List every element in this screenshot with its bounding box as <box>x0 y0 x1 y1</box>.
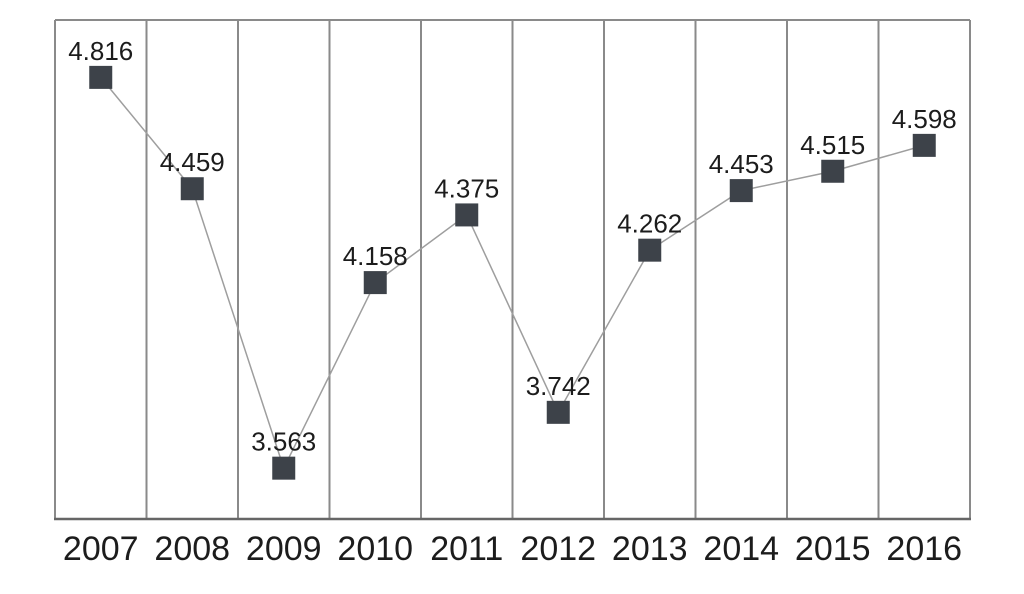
data-point-marker-2007 <box>89 65 113 89</box>
data-point-label-2011: 4.375 <box>434 173 499 203</box>
data-point-marker-2008 <box>180 177 204 201</box>
x-axis-tick-label-2008: 2008 <box>154 530 230 568</box>
data-point-marker-2016 <box>912 133 936 157</box>
data-point-label-2016: 4.598 <box>892 104 957 134</box>
data-point-marker-2009 <box>272 456 296 480</box>
data-point-marker-2011 <box>455 203 479 227</box>
data-point-label-2008: 4.459 <box>160 147 225 177</box>
data-point-marker-2012 <box>546 400 570 424</box>
data-point-label-2012: 3.742 <box>526 371 591 401</box>
data-point-label-2007: 4.816 <box>68 36 133 66</box>
x-axis-tick-label-2011: 2011 <box>430 530 503 568</box>
x-axis-tick-label-2014: 2014 <box>703 530 779 568</box>
data-point-marker-2010 <box>363 271 387 295</box>
data-point-marker-2013 <box>638 238 662 262</box>
data-point-label-2009: 3.563 <box>251 427 316 457</box>
x-axis-tick-label-2012: 2012 <box>520 530 596 568</box>
data-point-label-2010: 4.158 <box>343 241 408 271</box>
data-point-marker-2014 <box>729 179 753 203</box>
data-point-label-2014: 4.453 <box>709 149 774 179</box>
data-point-label-2015: 4.515 <box>800 130 865 160</box>
data-point-marker-2015 <box>821 159 845 183</box>
series-line <box>100 76 925 471</box>
x-axis-tick-label-2009: 2009 <box>246 530 322 568</box>
x-axis-tick-label-2007: 2007 <box>63 530 139 568</box>
x-axis-tick-label-2013: 2013 <box>612 530 688 568</box>
x-axis-tick-label-2015: 2015 <box>795 530 871 568</box>
data-point-label-2013: 4.262 <box>617 209 682 239</box>
x-axis-tick-label-2016: 2016 <box>886 530 962 568</box>
x-axis-tick-label-2010: 2010 <box>337 530 413 568</box>
